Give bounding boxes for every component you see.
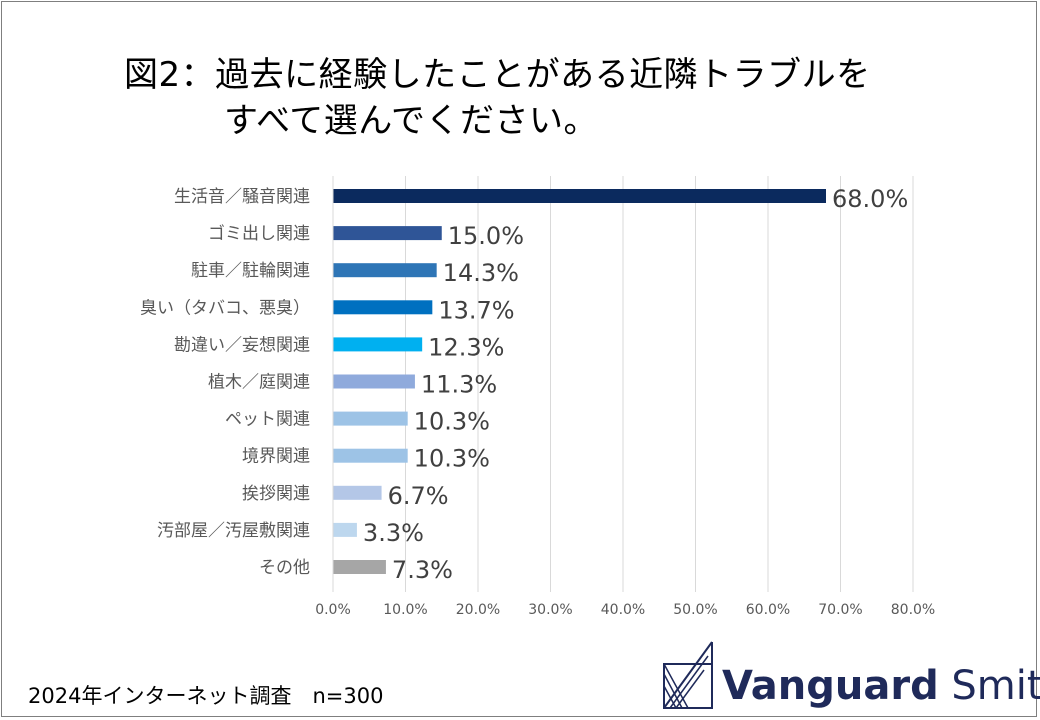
x-tick-label: 0.0%	[315, 602, 351, 618]
category-label: 境界関連	[242, 447, 310, 467]
survey-note: 2024年インターネット調査 n=300	[28, 684, 384, 708]
bar	[333, 485, 382, 500]
bar	[333, 300, 433, 315]
brand-name: Vanguard Smith	[722, 664, 1040, 708]
bar	[333, 226, 442, 241]
category-label: ゴミ出し関連	[208, 223, 310, 244]
bar	[333, 522, 357, 537]
data-label: 6.7%	[388, 482, 449, 510]
x-tick-label: 10.0%	[383, 602, 427, 618]
bar	[333, 374, 415, 389]
bar	[333, 337, 423, 352]
x-tick-label: 40.0%	[601, 602, 645, 618]
x-tick-label: 80.0%	[891, 602, 935, 618]
bar	[333, 263, 437, 278]
x-tick-label: 30.0%	[528, 602, 572, 618]
data-label: 13.7%	[438, 296, 514, 324]
category-label: 挨拶関連	[242, 484, 310, 504]
category-label: 生活音／騒音関連	[174, 187, 310, 207]
x-tick-label: 50.0%	[673, 602, 717, 618]
brand-logo: Vanguard Smith	[662, 640, 1040, 712]
data-label: 3.3%	[363, 519, 424, 547]
data-label: 10.3%	[414, 445, 490, 473]
title-line-1: 図2：過去に経験したことがある近隣トラブルを	[124, 55, 871, 95]
brand-mark-icon	[663, 641, 713, 709]
brand-name-light: Smith	[951, 663, 1040, 709]
category-label: 臭い（タバコ、悪臭）	[140, 298, 310, 318]
data-label: 11.3%	[421, 371, 497, 399]
x-tick-label: 20.0%	[456, 602, 500, 618]
bar	[333, 189, 826, 203]
bar	[333, 411, 408, 426]
brand-name-bold: Vanguard	[722, 663, 939, 709]
title-line-2: すべて選んでください。	[224, 101, 599, 141]
category-label: 汚部屋／汚屋敷関連	[157, 521, 310, 541]
data-label: 15.0%	[448, 222, 524, 250]
category-label: 植木／庭関連	[208, 373, 310, 393]
x-tick-label: 70.0%	[818, 602, 862, 618]
category-label: その他	[259, 558, 310, 578]
category-label: ペット関連	[225, 410, 310, 430]
data-label: 12.3%	[428, 333, 504, 361]
bar	[333, 560, 386, 574]
category-label: 勘違い／妄想関連	[174, 335, 310, 355]
data-label: 10.3%	[414, 408, 490, 436]
bar	[333, 448, 408, 463]
chart-title: 図2：過去に経験したことがある近隣トラブルを すべて選んでください。	[124, 52, 871, 144]
x-tick-label: 60.0%	[746, 602, 790, 618]
category-label: 駐車／駐輪関連	[191, 261, 310, 281]
data-label: 68.0%	[832, 185, 908, 213]
data-label: 14.3%	[443, 259, 519, 287]
data-label: 7.3%	[392, 556, 453, 584]
